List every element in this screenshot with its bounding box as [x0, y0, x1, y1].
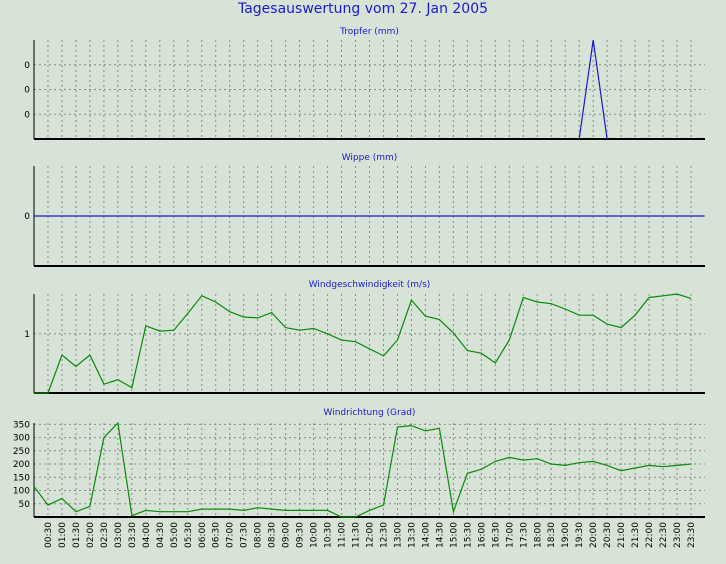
tropfer-ytick-label: 0	[24, 86, 30, 96]
page-title: Tagesauswertung vom 27. Jan 2005	[237, 1, 489, 17]
x-tick-label: 05:30	[184, 522, 194, 548]
x-tick-label: 01:30	[72, 522, 82, 548]
x-tick-label: 08:30	[268, 522, 278, 548]
x-tick-label: 19:30	[575, 522, 585, 548]
tropfer-ytick-label: 0	[24, 110, 30, 120]
x-tick-label: 06:00	[198, 522, 208, 548]
x-tick-label: 15:00	[449, 522, 459, 548]
tropfer-title: Tropfer (mm)	[339, 27, 399, 37]
x-tick-label: 06:30	[212, 522, 222, 548]
x-tick-label: 18:30	[547, 522, 557, 548]
windspeed-title: Windgeschwindigkeit (m/s)	[309, 280, 431, 290]
x-tick-label: 01:00	[58, 522, 68, 548]
winddir-series-line	[33, 421, 692, 518]
x-tick-label: 21:30	[631, 522, 641, 548]
x-tick-label: 17:00	[505, 522, 515, 548]
x-tick-label: 09:30	[296, 522, 306, 548]
x-tick-label: 02:00	[86, 522, 96, 548]
x-tick-label: 00:30	[44, 522, 54, 548]
x-tick-label: 18:00	[533, 522, 543, 548]
x-tick-label: 07:00	[226, 522, 236, 548]
winddir-title: Windrichtung (Grad)	[324, 408, 416, 418]
winddir-ytick-label: 50	[19, 500, 31, 510]
x-tick-label: 22:30	[659, 522, 669, 548]
x-tick-label: 23:00	[673, 522, 683, 548]
wippe-title: Wippe (mm)	[342, 153, 398, 163]
winddir-ytick-label: 350	[13, 420, 30, 430]
x-tick-label: 16:30	[491, 522, 501, 548]
wippe-ytick-label: 0	[24, 212, 30, 222]
x-tick-label: 14:00	[421, 522, 431, 548]
tropfer-series-line	[578, 39, 608, 140]
x-tick-label: 23:30	[687, 522, 697, 548]
x-tick-label: 12:30	[379, 522, 389, 548]
windspeed-ytick-label: 1	[24, 330, 30, 340]
x-tick-label: 10:00	[310, 522, 320, 548]
x-tick-label: 10:30	[324, 522, 334, 548]
x-tick-label: 19:00	[561, 522, 571, 548]
x-tick-label: 22:00	[645, 522, 655, 548]
x-tick-label: 14:30	[435, 522, 445, 548]
winddir-ytick-label: 250	[13, 447, 30, 457]
x-tick-label: 02:30	[100, 522, 110, 548]
x-tick-label: 11:30	[352, 522, 362, 548]
winddir-ytick-label: 200	[13, 460, 30, 470]
winddir-ytick-label: 100	[13, 487, 30, 497]
x-tick-label: 03:30	[128, 522, 138, 548]
windspeed-series-line	[34, 293, 692, 394]
winddir-ytick-label: 300	[13, 434, 30, 444]
x-tick-label: 16:00	[477, 522, 487, 548]
tropfer-ytick-label: 0	[24, 61, 30, 71]
x-tick-label: 07:30	[240, 522, 250, 548]
x-tick-label: 13:00	[393, 522, 403, 548]
x-tick-label: 17:30	[519, 522, 529, 548]
x-tick-label: 05:00	[170, 522, 180, 548]
x-tick-label: 11:00	[338, 522, 348, 548]
x-tick-label: 20:00	[589, 522, 599, 548]
x-tick-label: 04:00	[142, 522, 152, 548]
x-tick-label: 04:30	[156, 522, 166, 548]
x-tick-label: 20:30	[603, 522, 613, 548]
x-tick-label: 12:00	[366, 522, 376, 548]
x-tick-label: 03:00	[114, 522, 124, 548]
x-tick-label: 21:00	[617, 522, 627, 548]
x-tick-label: 08:00	[254, 522, 264, 548]
winddir-ytick-label: 150	[13, 473, 30, 483]
x-tick-label: 09:00	[282, 522, 292, 548]
x-tick-label: 13:30	[407, 522, 417, 548]
x-tick-label: 15:30	[463, 522, 473, 548]
